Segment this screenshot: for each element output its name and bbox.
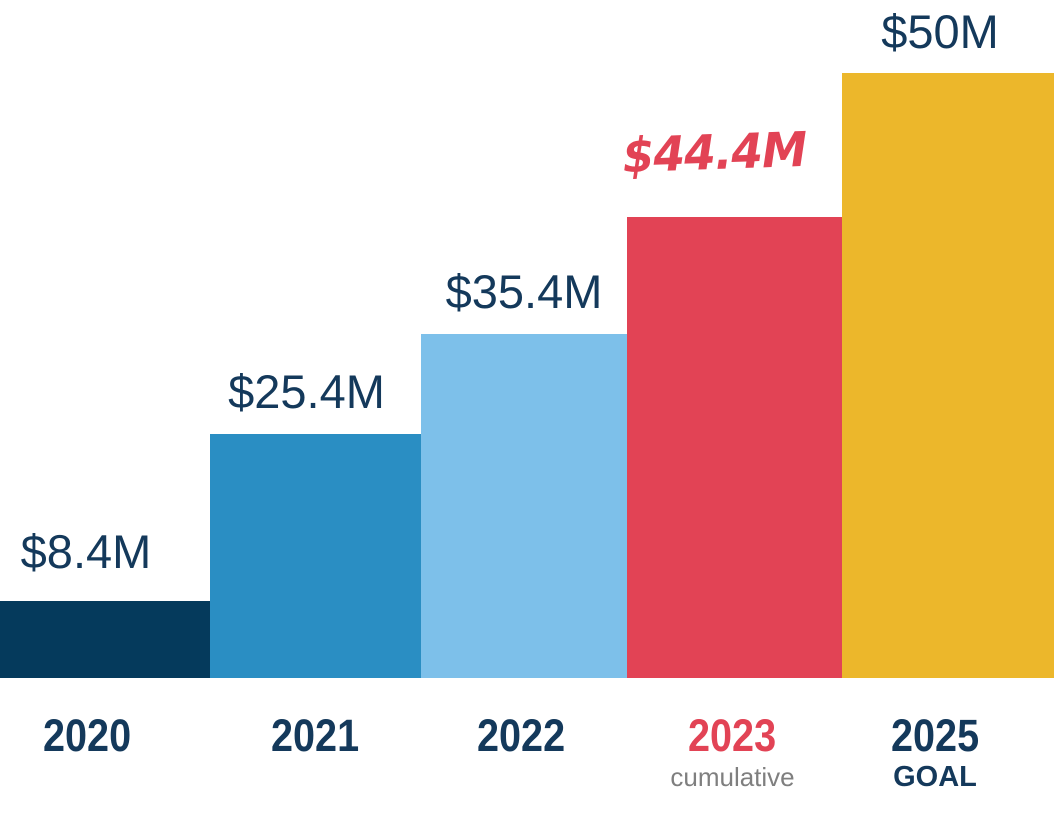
bar-2022 — [421, 334, 627, 678]
bar-2021 — [210, 434, 421, 678]
category-label-2022: 2022 — [418, 713, 624, 758]
value-label-2025: $50M — [881, 5, 999, 59]
value-label-2023: $44.4M — [621, 122, 808, 185]
category-text-2020: 2020 — [42, 710, 132, 761]
bar-2025 — [842, 73, 1054, 678]
value-label-2021: $25.4M — [228, 365, 385, 419]
value-label-2020: $8.4M — [20, 525, 152, 579]
category-text-2022: 2022 — [476, 710, 566, 761]
category-label-2020: 2020 — [0, 713, 192, 758]
category-text-2021: 2021 — [271, 710, 360, 761]
value-label-2022: $35.4M — [445, 265, 603, 319]
bar-2020 — [0, 601, 210, 678]
category-label-2023: 2023 — [625, 713, 840, 758]
bar-2023 — [627, 217, 842, 678]
category-text-2025: 2025 — [890, 710, 980, 761]
sub-label-cumulative: cumulative — [670, 762, 795, 792]
category-label-2025: 2025 — [829, 713, 1041, 758]
category-text-2023: 2023 — [688, 710, 777, 761]
sub-label-goal: GOAL — [893, 761, 977, 793]
category-label-2021: 2021 — [210, 713, 421, 758]
